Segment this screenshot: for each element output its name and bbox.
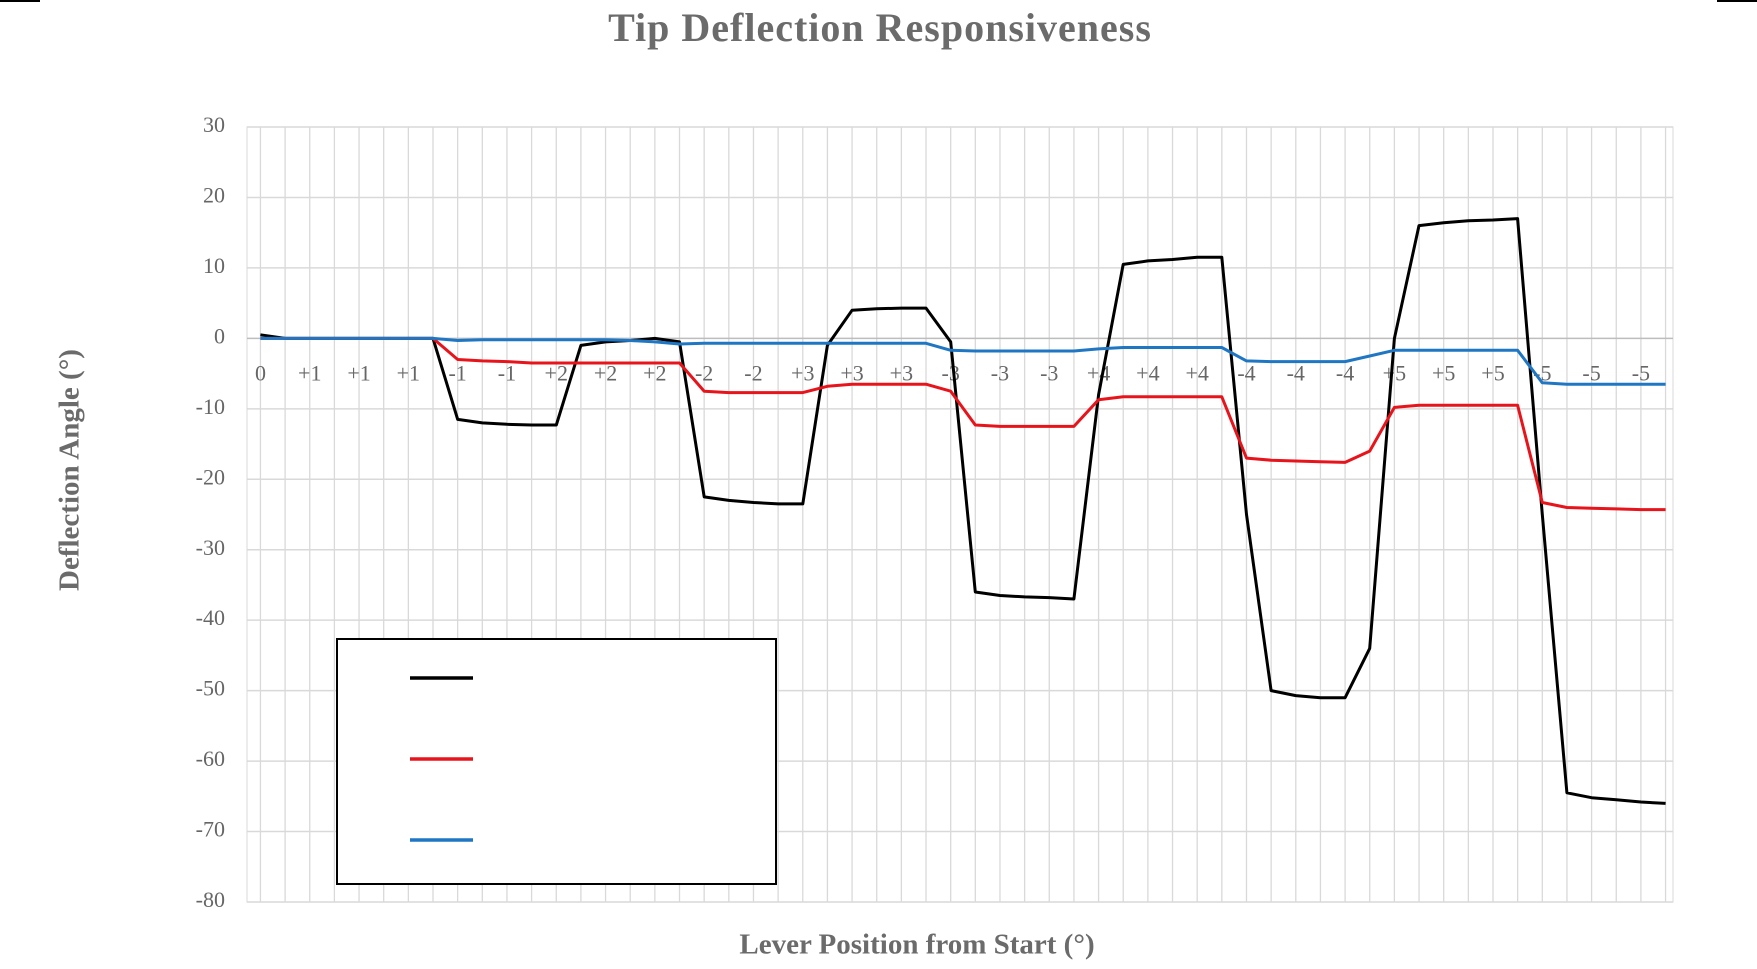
y-tick-label: -10 [196, 394, 225, 419]
x-tick-label: -4 [1336, 360, 1354, 385]
x-tick-label: +4 [1185, 360, 1208, 385]
x-tick-label: -3 [1040, 360, 1058, 385]
chart-title: Tip Deflection Responsiveness [608, 5, 1152, 50]
x-tick-label: +4 [1136, 360, 1159, 385]
y-tick-label: -60 [196, 746, 225, 771]
y-tick-label: 20 [203, 183, 225, 208]
y-tick-label: 30 [203, 112, 225, 137]
plot [260, 217, 1666, 805]
series-line [260, 336, 1666, 512]
x-axis-label: Lever Position from Start (°) [739, 929, 1094, 961]
x-tick-label: -1 [498, 360, 516, 385]
y-tick-label: 10 [203, 253, 225, 278]
x-tick-label: -3 [991, 360, 1009, 385]
x-tick-label: -5 [1582, 360, 1600, 385]
x-tick-label: +1 [347, 360, 370, 385]
y-tick-label: 0 [214, 323, 225, 348]
y-tick-label: -50 [196, 676, 225, 701]
x-tick-label: -4 [1287, 360, 1305, 385]
x-tick-label: +4 [1087, 360, 1110, 385]
y-tick-label: -70 [196, 817, 225, 842]
x-tick-label: -2 [744, 360, 762, 385]
x-tick-label: -4 [1237, 360, 1255, 385]
x-tick-label: +2 [594, 360, 617, 385]
y-tick-label: -30 [196, 535, 225, 560]
x-tick-label: +5 [1481, 360, 1504, 385]
x-tick-label: -5 [1632, 360, 1650, 385]
legend-items [410, 676, 473, 842]
x-tick-label: +3 [890, 360, 913, 385]
x-tick-label: +1 [397, 360, 420, 385]
legend [336, 638, 777, 885]
x-tick-label: -3 [942, 360, 960, 385]
x-tick-label: -1 [448, 360, 466, 385]
series-line [260, 336, 1666, 386]
x-tick-label: 0 [255, 360, 266, 385]
y-axis-label: Deflection Angle (°) [54, 349, 86, 591]
x-tick-label: +3 [840, 360, 863, 385]
y-tick-label: -40 [196, 605, 225, 630]
x-tick-label: +3 [791, 360, 814, 385]
x-tick-label: +5 [1432, 360, 1455, 385]
x-tick-label: +2 [643, 360, 666, 385]
y-tick-label: -20 [196, 464, 225, 489]
series-line [260, 217, 1666, 805]
x-tick-label: -2 [695, 360, 713, 385]
y-tick-label: -80 [196, 887, 225, 912]
x-tick-label: +2 [545, 360, 568, 385]
x-tick-label: +5 [1383, 360, 1406, 385]
x-tick-label: +1 [298, 360, 321, 385]
